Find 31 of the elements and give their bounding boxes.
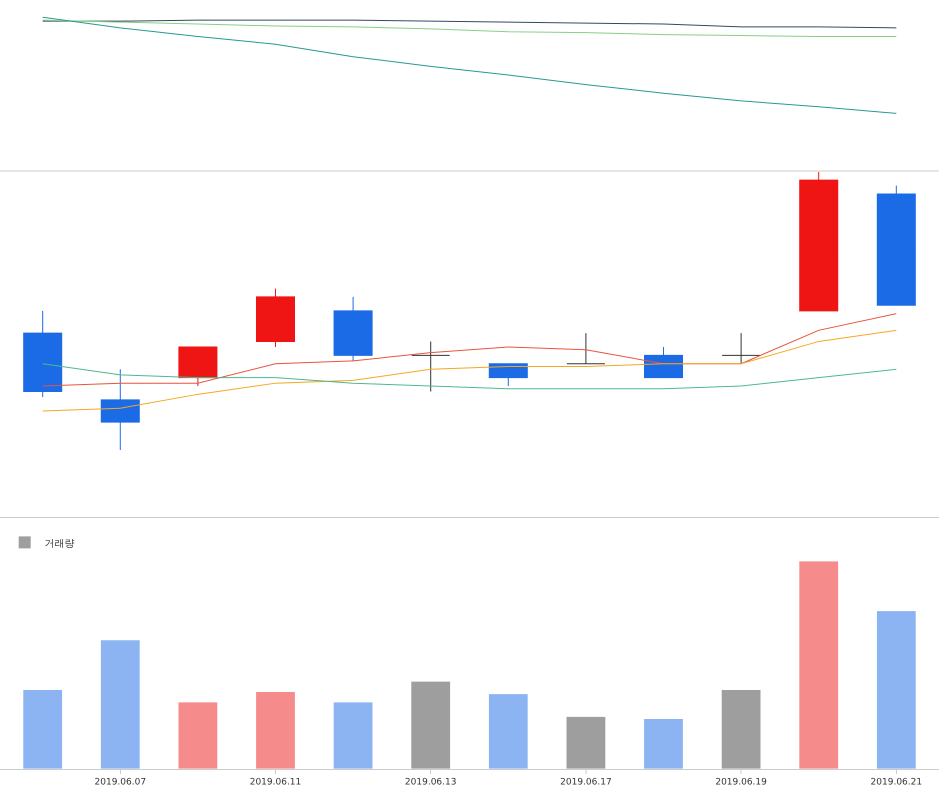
candlestick <box>100 368 140 450</box>
bar <box>488 694 528 769</box>
candlestick <box>566 332 606 364</box>
bar <box>876 611 916 769</box>
bar <box>566 716 606 769</box>
candlestick <box>178 346 218 386</box>
bar <box>100 640 140 769</box>
x-tick-label: 2019.06.13 <box>404 778 456 788</box>
bar <box>722 690 761 769</box>
candlestick <box>334 296 373 362</box>
bar <box>411 682 450 769</box>
candlestick <box>411 340 450 392</box>
bar <box>256 692 295 769</box>
candlestick <box>799 172 838 312</box>
x-tick-label: 2019.06.07 <box>94 778 146 788</box>
x-tick-label: 2019.06.19 <box>715 778 768 788</box>
bar <box>334 702 372 769</box>
candlestick <box>876 185 916 306</box>
bar <box>178 702 218 769</box>
x-tick-label: 2019.06.17 <box>560 778 612 788</box>
candlestick <box>23 310 62 398</box>
x-tick-label: 2019.06.21 <box>870 778 922 788</box>
candlestick <box>644 346 684 378</box>
candlestick <box>256 288 295 348</box>
x-tick-label: 2019.06.11 <box>250 778 302 788</box>
bar <box>23 690 62 769</box>
bar <box>644 719 683 769</box>
bar <box>799 561 838 769</box>
candlestick <box>488 363 528 386</box>
legend-label: 거래량 <box>44 538 75 550</box>
candlestick <box>722 332 761 364</box>
